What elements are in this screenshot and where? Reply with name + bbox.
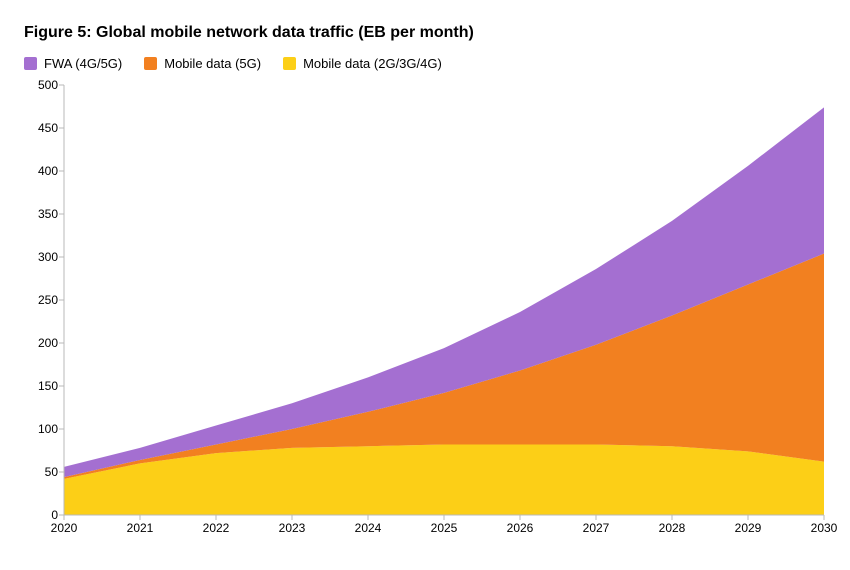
- chart-container: Figure 5: Global mobile network data tra…: [0, 0, 850, 570]
- legend-swatch: [283, 57, 296, 70]
- y-tick-label: 150: [24, 379, 64, 393]
- x-tick-label: 2020: [51, 515, 78, 535]
- y-tick-label: 200: [24, 336, 64, 350]
- legend-item-mobile_5g: Mobile data (5G): [144, 56, 261, 71]
- legend-label: FWA (4G/5G): [44, 56, 122, 71]
- legend-swatch: [24, 57, 37, 70]
- x-tick-label: 2027: [583, 515, 610, 535]
- y-tick-label: 300: [24, 250, 64, 264]
- legend-item-fwa_4g5g: FWA (4G/5G): [24, 56, 122, 71]
- legend-label: Mobile data (2G/3G/4G): [303, 56, 442, 71]
- x-tick-label: 2029: [735, 515, 762, 535]
- y-tick-label: 50: [24, 465, 64, 479]
- legend-swatch: [144, 57, 157, 70]
- chart-plot-area: 0501001502002503003504004505002020202120…: [64, 85, 824, 515]
- y-tick-label: 450: [24, 121, 64, 135]
- chart-legend: FWA (4G/5G) Mobile data (5G) Mobile data (…: [24, 56, 830, 71]
- legend-label: Mobile data (5G): [164, 56, 261, 71]
- y-tick-label: 400: [24, 164, 64, 178]
- chart-title: Figure 5: Global mobile network data tra…: [24, 24, 830, 42]
- x-tick-label: 2022: [203, 515, 230, 535]
- x-tick-label: 2021: [127, 515, 154, 535]
- x-tick-label: 2023: [279, 515, 306, 535]
- legend-item-mobile_2g3g4g: Mobile data (2G/3G/4G): [283, 56, 442, 71]
- y-tick-label: 500: [24, 78, 64, 92]
- x-tick-label: 2028: [659, 515, 686, 535]
- x-tick-label: 2030: [811, 515, 838, 535]
- y-tick-label: 350: [24, 207, 64, 221]
- x-tick-label: 2024: [355, 515, 382, 535]
- y-tick-label: 250: [24, 293, 64, 307]
- chart-svg: [64, 85, 824, 515]
- x-tick-label: 2025: [431, 515, 458, 535]
- x-tick-label: 2026: [507, 515, 534, 535]
- y-tick-label: 100: [24, 422, 64, 436]
